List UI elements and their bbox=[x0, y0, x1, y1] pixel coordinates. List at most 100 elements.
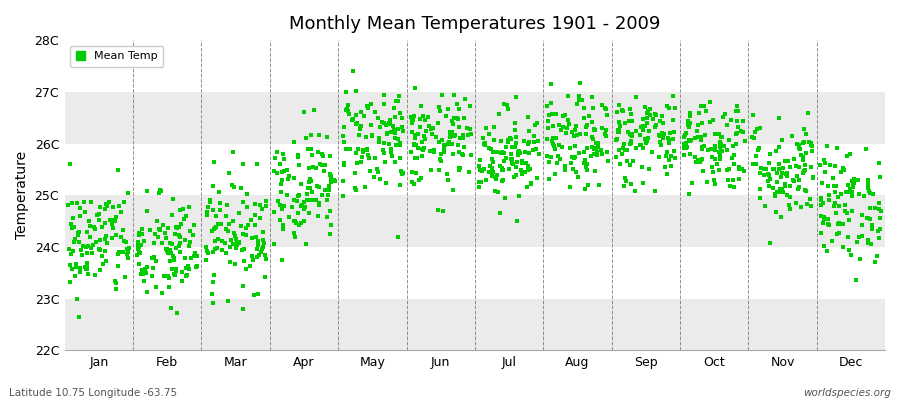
Point bbox=[222, 244, 237, 250]
Point bbox=[239, 225, 254, 231]
Point bbox=[287, 234, 302, 240]
Point bbox=[226, 149, 240, 156]
Point bbox=[76, 199, 91, 205]
Point bbox=[392, 93, 407, 99]
Point bbox=[323, 230, 338, 237]
Point bbox=[799, 187, 814, 194]
Point bbox=[142, 226, 157, 233]
Point bbox=[497, 150, 511, 156]
Point bbox=[813, 162, 827, 168]
Point bbox=[485, 165, 500, 172]
Point bbox=[320, 197, 334, 204]
Point bbox=[441, 141, 455, 148]
Point bbox=[207, 272, 221, 278]
Point bbox=[714, 134, 728, 140]
Point bbox=[337, 124, 351, 130]
Point bbox=[204, 228, 219, 234]
Point bbox=[562, 120, 577, 127]
Point bbox=[79, 243, 94, 250]
Point bbox=[725, 142, 740, 149]
Point bbox=[723, 182, 737, 189]
Point bbox=[657, 130, 671, 137]
Point bbox=[87, 226, 102, 232]
Point bbox=[140, 264, 154, 270]
Point bbox=[375, 118, 390, 125]
Point bbox=[695, 120, 709, 126]
Point bbox=[633, 132, 647, 139]
Point bbox=[770, 148, 784, 154]
Point bbox=[188, 250, 202, 256]
Point bbox=[275, 150, 290, 157]
Point bbox=[218, 240, 232, 246]
Point bbox=[363, 168, 377, 174]
Point bbox=[708, 130, 723, 137]
Point bbox=[178, 237, 193, 244]
Point bbox=[571, 173, 585, 180]
Point bbox=[838, 208, 852, 214]
Point bbox=[158, 246, 173, 252]
Point bbox=[645, 148, 660, 155]
Point bbox=[770, 189, 784, 195]
Point bbox=[521, 162, 535, 169]
Point bbox=[572, 131, 587, 138]
Point bbox=[148, 284, 163, 290]
Point bbox=[484, 173, 499, 180]
Point bbox=[805, 143, 819, 150]
Point bbox=[847, 180, 861, 186]
Point bbox=[792, 145, 806, 152]
Point bbox=[130, 242, 145, 248]
Point bbox=[548, 170, 562, 177]
Point bbox=[840, 210, 854, 216]
Point bbox=[169, 266, 184, 272]
Point bbox=[695, 146, 709, 152]
Point bbox=[617, 120, 632, 126]
Point bbox=[236, 231, 250, 237]
Point bbox=[458, 96, 473, 102]
Point bbox=[478, 140, 492, 146]
Point bbox=[78, 209, 93, 215]
Point bbox=[159, 248, 174, 255]
Point bbox=[118, 274, 132, 280]
Point bbox=[667, 129, 681, 135]
Point bbox=[558, 112, 572, 119]
Point bbox=[501, 139, 516, 145]
Point bbox=[268, 155, 283, 162]
Point bbox=[681, 118, 696, 124]
Point bbox=[291, 154, 305, 160]
Point bbox=[643, 112, 657, 118]
Point bbox=[187, 253, 202, 260]
Point bbox=[115, 226, 130, 233]
Point bbox=[455, 132, 470, 139]
Point bbox=[72, 314, 86, 320]
Point bbox=[827, 183, 842, 189]
Point bbox=[274, 181, 288, 188]
Point bbox=[274, 202, 288, 208]
Point bbox=[234, 185, 248, 191]
Point bbox=[456, 115, 471, 121]
Point bbox=[792, 177, 806, 184]
Point bbox=[456, 135, 471, 142]
Point bbox=[757, 166, 771, 172]
Point bbox=[775, 137, 789, 144]
Point bbox=[662, 140, 676, 146]
Point bbox=[297, 199, 311, 206]
Point bbox=[663, 152, 678, 159]
Point bbox=[179, 272, 194, 279]
Point bbox=[557, 163, 572, 169]
Point bbox=[872, 235, 886, 242]
Point bbox=[239, 204, 254, 210]
Point bbox=[828, 189, 842, 196]
Point bbox=[406, 117, 420, 124]
Point bbox=[291, 152, 305, 158]
Point bbox=[354, 123, 368, 130]
Point bbox=[167, 272, 182, 278]
Point bbox=[208, 246, 222, 252]
Point bbox=[69, 200, 84, 206]
Point bbox=[494, 178, 508, 184]
Point bbox=[652, 132, 667, 139]
Point bbox=[165, 241, 179, 247]
Point bbox=[662, 157, 676, 164]
Point bbox=[805, 147, 819, 154]
Point bbox=[73, 269, 87, 276]
Point bbox=[798, 161, 813, 168]
